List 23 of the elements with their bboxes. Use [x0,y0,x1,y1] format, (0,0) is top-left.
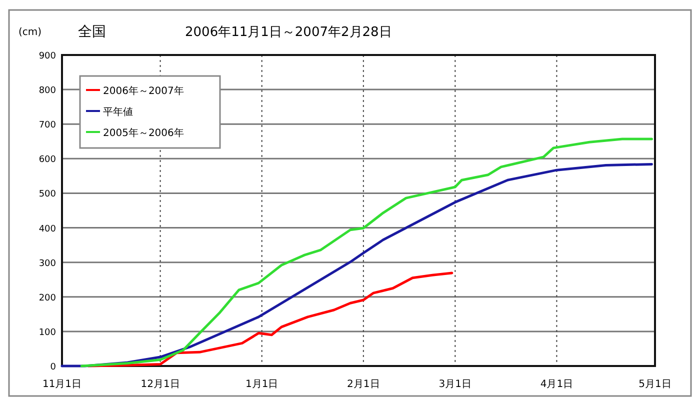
y-tick-label: 0 [50,362,56,372]
legend-label: 平年値 [103,106,133,118]
y-tick-label: 800 [38,86,56,96]
legend-label: 2005年～2006年 [103,127,184,139]
x-tick-label: 4月1日 [540,379,574,390]
x-tick-label: 5月1日 [638,379,672,390]
y-tick-label: 600 [38,155,56,166]
chart-title: 全国 [78,24,106,40]
x-tick-label: 11月1日 [42,379,82,390]
y-tick-label: 200 [38,293,56,304]
x-tick-label: 12月1日 [140,379,180,390]
y-tick-label: 900 [38,52,56,62]
y-tick-label: 100 [38,328,56,338]
y-tick-label: 300 [38,258,56,269]
x-tick-label: 1月1日 [245,379,278,390]
chart-subtitle: 2006年11月1日～2007年2月28日 [185,25,392,40]
legend-label: 2006年～2007年 [103,85,184,97]
y-tick-label: 500 [38,190,56,200]
y-tick-label: 700 [38,120,56,131]
x-tick-label: 3月1日 [438,379,472,390]
y-axis-title: (cm) [18,27,42,38]
x-tick-label: 2月1日 [347,379,380,390]
y-tick-label: 400 [38,224,56,234]
